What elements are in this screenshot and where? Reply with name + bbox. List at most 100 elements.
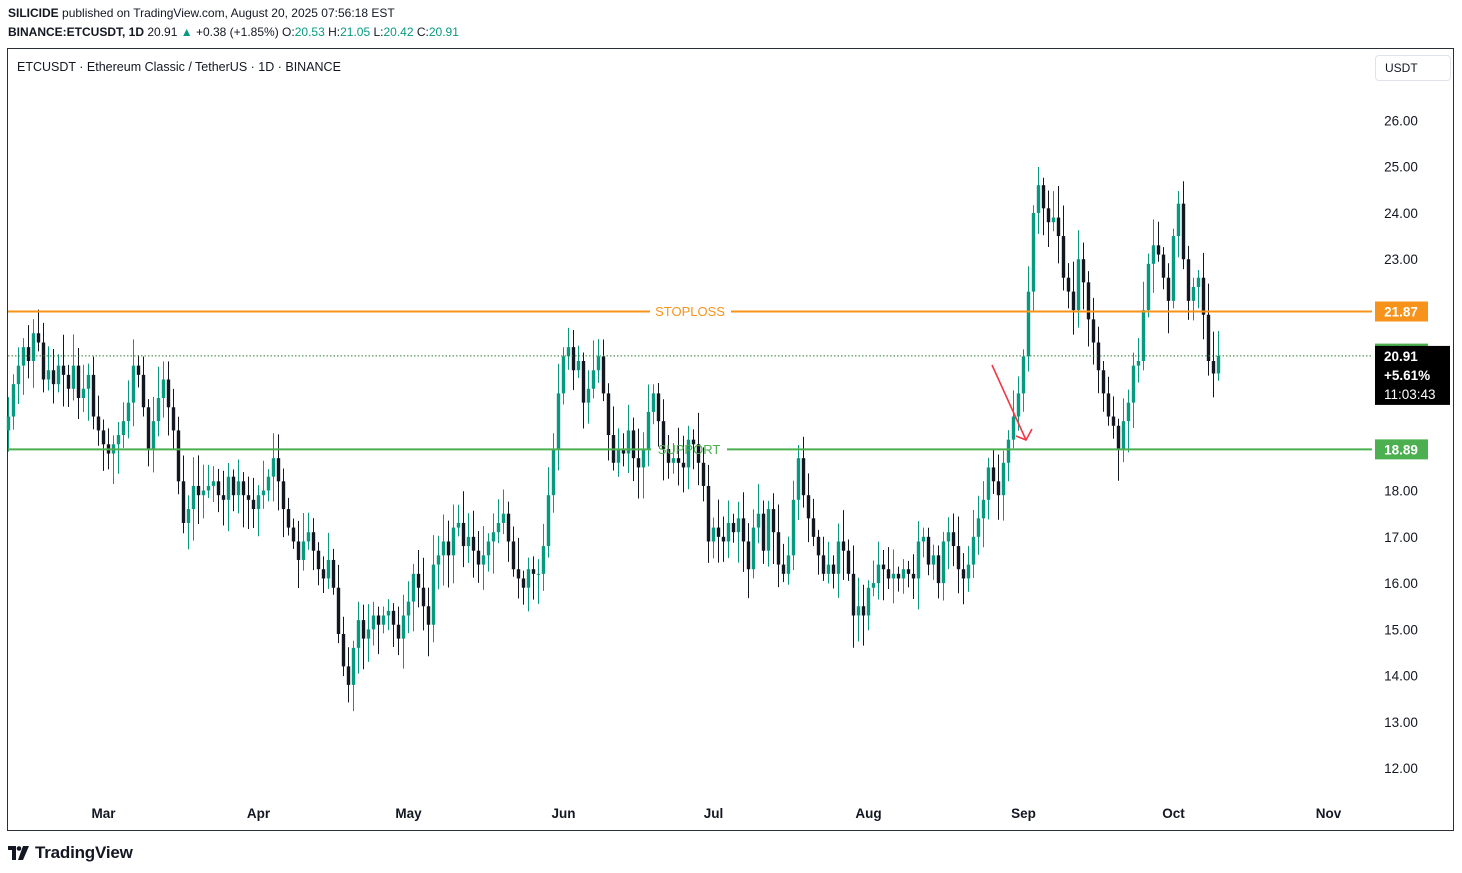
candle-body	[1101, 370, 1106, 394]
candle-body	[1206, 314, 1211, 362]
candle-body	[891, 573, 896, 579]
candle-body	[46, 370, 51, 380]
candle-body	[1151, 245, 1156, 264]
candle-body	[121, 421, 126, 436]
x-tick-label: Oct	[1162, 806, 1185, 821]
candle-body	[301, 541, 306, 560]
candle-body	[741, 518, 746, 542]
candle-body	[456, 522, 461, 528]
candle-body	[161, 379, 166, 399]
candle-body	[286, 509, 291, 528]
stoploss-label: STOPLOSS	[655, 304, 725, 319]
candle-body	[781, 564, 786, 574]
candle-body	[531, 569, 536, 574]
candle-body	[281, 481, 286, 510]
candle-body	[376, 615, 381, 625]
candle-body	[711, 527, 716, 542]
candle-body	[476, 550, 481, 565]
candle-body	[391, 610, 396, 625]
candle-body	[16, 365, 21, 385]
x-tick-label: May	[395, 806, 422, 821]
candle-body	[356, 620, 361, 648]
candle-body	[1216, 355, 1221, 374]
published-text: published on TradingView.com, August 20,…	[62, 6, 395, 20]
candle-body	[806, 495, 811, 519]
candle-body	[1141, 310, 1146, 362]
candle-body	[746, 541, 751, 570]
candle-body	[1116, 425, 1121, 449]
candle-body	[861, 606, 866, 616]
candle-body	[96, 416, 101, 431]
candle-body	[606, 393, 611, 436]
candle-body	[246, 495, 251, 500]
candle-body	[846, 550, 851, 574]
support-tag-bg	[1375, 439, 1428, 460]
candle-body	[446, 541, 451, 556]
candle-body	[1146, 263, 1151, 311]
candle-body	[496, 522, 501, 533]
candle-body	[136, 365, 141, 375]
y-tick-label: 12.00	[1384, 761, 1418, 776]
candles-layer	[6, 166, 1221, 712]
candle-body	[571, 347, 576, 371]
candle-body	[691, 439, 696, 445]
candle-body	[276, 458, 281, 482]
candle-body	[1126, 402, 1131, 422]
candle-body	[451, 527, 456, 556]
candle-body	[896, 573, 901, 579]
candle-body	[511, 541, 516, 570]
candle-body	[731, 522, 736, 533]
candle-body	[756, 513, 761, 528]
candle-body	[626, 430, 631, 454]
candle-body	[1041, 185, 1046, 209]
candle-body	[101, 430, 106, 445]
low-label: L:	[373, 25, 384, 39]
candle-body	[1046, 208, 1051, 223]
candle-body	[601, 356, 606, 394]
candle-body	[1131, 365, 1136, 403]
candle-body	[1111, 416, 1116, 426]
candle-body	[786, 555, 791, 574]
candle-body	[1056, 217, 1061, 237]
high-label: H:	[328, 25, 341, 39]
candle-body	[506, 513, 511, 542]
candle-body	[396, 624, 401, 639]
candle-body	[1211, 361, 1216, 374]
currency-button[interactable]: USDT	[1375, 55, 1451, 81]
candle-body	[821, 555, 826, 574]
y-tick-label: 23.00	[1384, 252, 1418, 267]
tradingview-logo-icon	[8, 846, 29, 860]
open-value: 20.53	[294, 25, 325, 39]
tradingview-logo[interactable]: TradingView	[8, 843, 133, 863]
chart-frame[interactable]	[7, 48, 1454, 831]
candle-body	[141, 374, 146, 408]
y-tick-label: 18.00	[1384, 484, 1418, 499]
candle-body	[196, 485, 201, 496]
candle-body	[266, 476, 271, 491]
candle-body	[801, 458, 806, 496]
candle-body	[231, 476, 236, 496]
last-price: 20.91	[147, 25, 178, 39]
candle-body	[361, 620, 366, 639]
candle-body	[81, 388, 86, 399]
candle-body	[906, 569, 911, 574]
candle-body	[926, 536, 931, 565]
candle-body	[991, 467, 996, 482]
candle-body	[566, 347, 571, 357]
candle-body	[181, 481, 186, 523]
candle-body	[736, 518, 741, 533]
candle-body	[306, 532, 311, 542]
candle-body	[971, 536, 976, 565]
candle-body	[1161, 254, 1166, 278]
countdown-tag: 11:03:43	[1384, 387, 1436, 402]
last-price-tag-bg	[1375, 345, 1450, 405]
candle-body	[1066, 277, 1071, 292]
candle-body	[316, 550, 321, 570]
candle-body	[221, 495, 226, 500]
candle-body	[406, 601, 411, 616]
candle-body	[251, 499, 256, 510]
candle-body	[156, 398, 161, 422]
candle-body	[146, 407, 151, 449]
candle-body	[6, 416, 11, 431]
